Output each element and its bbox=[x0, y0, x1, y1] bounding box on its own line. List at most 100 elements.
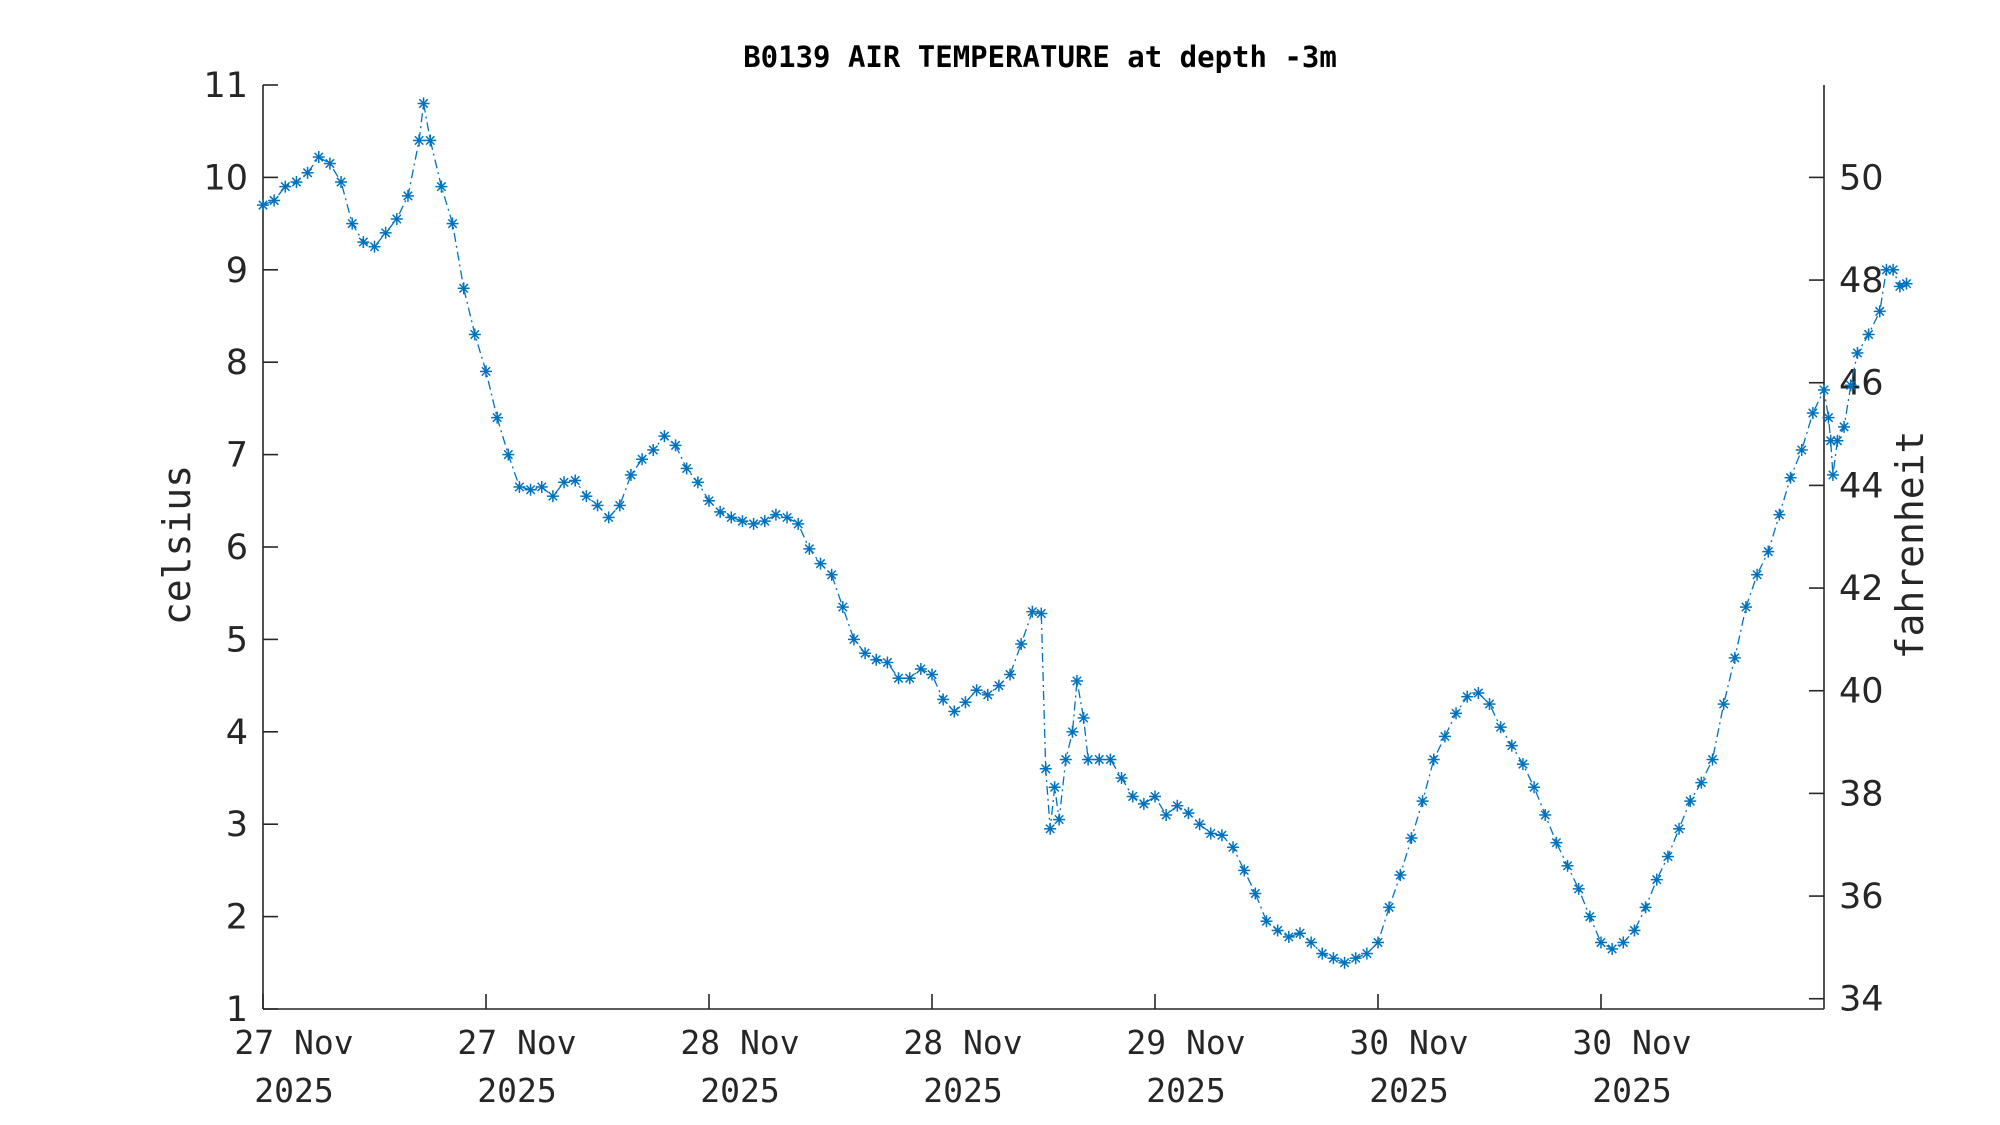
y-tick-label: 4 bbox=[226, 713, 248, 753]
right-y-axis: 34 36 38 40 42 44 46 48 50 bbox=[1809, 158, 1884, 1020]
data-point bbox=[468, 328, 481, 341]
marker-stroke bbox=[418, 98, 429, 109]
marker-stroke bbox=[1752, 569, 1762, 580]
marker-stroke bbox=[704, 496, 714, 506]
data-point bbox=[1182, 807, 1195, 820]
data-point bbox=[1595, 936, 1607, 949]
data-point bbox=[1227, 841, 1240, 854]
data-point bbox=[1372, 936, 1384, 949]
x-axis: 27 Nov 2025 27 Nov 2025 28 Nov 2025 28 Nov 2025… bbox=[234, 994, 1692, 1110]
marker-stroke bbox=[1206, 828, 1216, 839]
data-point bbox=[1039, 762, 1052, 775]
marker-stroke bbox=[1832, 436, 1843, 446]
data-point bbox=[1260, 915, 1273, 928]
data-point bbox=[1762, 545, 1775, 558]
data-point bbox=[1795, 443, 1808, 456]
data-point bbox=[691, 476, 704, 489]
marker-stroke bbox=[1078, 713, 1089, 723]
marker-stroke bbox=[1808, 408, 1818, 418]
marker-stroke bbox=[1317, 948, 1327, 959]
data-point bbox=[457, 282, 470, 295]
marker-stroke bbox=[358, 237, 369, 247]
data-point bbox=[1528, 781, 1541, 794]
marker-stroke bbox=[325, 158, 335, 169]
data-point bbox=[803, 542, 816, 555]
data-point bbox=[279, 180, 292, 193]
x-tick-label: 28 Nov 2025 bbox=[680, 1023, 799, 1110]
marker-stroke bbox=[1172, 800, 1183, 811]
data-point bbox=[1035, 607, 1048, 620]
marker-stroke bbox=[280, 181, 291, 192]
data-point bbox=[1053, 813, 1066, 826]
marker-stroke bbox=[1384, 902, 1394, 913]
data-point bbox=[1831, 434, 1844, 447]
axes bbox=[262, 85, 1825, 1010]
marker-stroke bbox=[302, 168, 313, 178]
x-tick-label: 29 Nov 2025 bbox=[1126, 1023, 1245, 1110]
series-line bbox=[262, 103, 1907, 964]
marker-stroke bbox=[659, 431, 670, 441]
marker-stroke bbox=[737, 516, 748, 526]
data-point bbox=[1305, 936, 1318, 949]
data-point bbox=[1238, 864, 1251, 877]
data-point bbox=[1728, 651, 1741, 664]
data-point bbox=[1026, 605, 1039, 618]
marker-stroke bbox=[994, 680, 1004, 691]
marker-stroke bbox=[782, 512, 792, 523]
data-point bbox=[301, 166, 314, 179]
marker-stroke bbox=[1250, 888, 1261, 899]
marker-stroke bbox=[1067, 727, 1078, 737]
marker-stroke bbox=[1127, 791, 1138, 802]
x-tick-label: 28 Nov 2025 bbox=[903, 1023, 1022, 1110]
data-point bbox=[959, 696, 972, 709]
data-point bbox=[1784, 471, 1797, 484]
marker-stroke bbox=[1518, 759, 1528, 769]
data-point bbox=[1900, 277, 1913, 290]
y-tick-label: 11 bbox=[203, 66, 248, 106]
marker-stroke bbox=[436, 181, 447, 192]
data-point bbox=[446, 217, 459, 230]
marker-stroke bbox=[1045, 824, 1055, 834]
data-point bbox=[312, 151, 325, 164]
data-point bbox=[1383, 901, 1396, 914]
data-point bbox=[914, 662, 927, 675]
marker-stroke bbox=[1295, 928, 1305, 938]
data-point bbox=[948, 705, 961, 718]
marker-stroke bbox=[447, 218, 458, 229]
marker-stroke bbox=[1763, 546, 1773, 557]
data-point bbox=[892, 672, 905, 685]
marker-stroke bbox=[592, 500, 603, 511]
data-point bbox=[1048, 781, 1061, 794]
left-y-axis: 1 2 3 4 5 6 7 8 9 10 11 bbox=[203, 66, 278, 1030]
marker-stroke bbox=[1339, 958, 1350, 968]
y-right-tick-label: 50 bbox=[1839, 158, 1884, 198]
data-point bbox=[1873, 305, 1886, 318]
marker-stroke bbox=[693, 477, 703, 488]
marker-stroke bbox=[1440, 731, 1450, 742]
y-tick-label: 6 bbox=[226, 528, 248, 568]
marker-stroke bbox=[1685, 796, 1695, 806]
y-axis-label: celsius bbox=[155, 465, 199, 625]
data-point bbox=[268, 194, 281, 207]
marker-stroke bbox=[904, 673, 915, 683]
marker-stroke bbox=[1901, 278, 1912, 289]
data-point bbox=[1461, 690, 1474, 703]
marker-stroke bbox=[626, 470, 636, 480]
data-point bbox=[424, 134, 437, 147]
data-point bbox=[1338, 956, 1351, 969]
data-point bbox=[1282, 930, 1295, 943]
marker-stroke bbox=[1618, 937, 1629, 948]
data-point bbox=[491, 411, 504, 424]
data-point bbox=[825, 568, 838, 581]
data-point bbox=[1887, 263, 1900, 276]
marker-stroke bbox=[1529, 782, 1539, 792]
data-point bbox=[636, 453, 649, 466]
data-point bbox=[480, 365, 492, 378]
data-point bbox=[602, 511, 615, 524]
data-point bbox=[903, 672, 916, 685]
marker-stroke bbox=[983, 690, 993, 700]
data-point bbox=[769, 508, 782, 521]
data-point bbox=[970, 684, 983, 697]
marker-stroke bbox=[1852, 348, 1863, 358]
data-point bbox=[992, 679, 1005, 692]
